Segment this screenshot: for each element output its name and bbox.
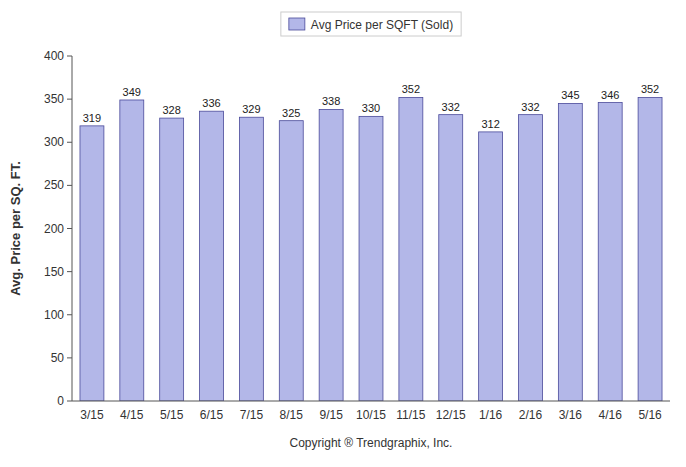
data-label: 330: [362, 102, 380, 114]
y-tick-label: 400: [44, 49, 64, 63]
bar: [279, 121, 303, 401]
x-tick-label: 5/15: [160, 408, 184, 422]
data-label: 332: [521, 101, 539, 113]
x-tick-label: 8/15: [280, 408, 304, 422]
bar: [439, 115, 463, 401]
data-label: 312: [481, 118, 499, 130]
x-tick-label: 1/16: [479, 408, 503, 422]
y-tick: [67, 142, 72, 143]
x-tick-label: 11/15: [396, 408, 425, 422]
x-tick-label: 3/16: [559, 408, 583, 422]
y-tick-label: 350: [44, 92, 64, 106]
data-label: 338: [322, 95, 340, 107]
data-label: 346: [601, 89, 619, 101]
x-tick-label: 3/15: [80, 408, 104, 422]
data-label: 329: [242, 103, 260, 115]
bar: [160, 118, 184, 401]
bar: [638, 97, 662, 401]
x-tick-label: 5/16: [638, 408, 662, 422]
bar: [558, 103, 582, 401]
y-tick-label: 300: [44, 135, 64, 149]
legend: Avg Price per SQFT (Sold): [281, 12, 461, 36]
x-tick-label: 4/15: [120, 408, 144, 422]
y-tick: [67, 401, 72, 402]
bars: [80, 97, 662, 401]
data-label: 336: [202, 97, 220, 109]
x-tick-label: 6/15: [200, 408, 224, 422]
x-tick-label: 10/15: [356, 408, 386, 422]
x-tick-label: 2/16: [519, 408, 543, 422]
y-tick-label: 150: [44, 265, 64, 279]
bar: [319, 109, 343, 401]
data-label: 328: [162, 104, 180, 116]
y-tick-label: 100: [44, 308, 64, 322]
bar: [80, 126, 104, 401]
y-tick: [67, 314, 72, 315]
y-tick: [67, 271, 72, 272]
y-tick: [67, 56, 72, 57]
data-label: 352: [402, 83, 420, 95]
legend-swatch: [289, 18, 305, 30]
chart-svg: 319 349 328 336 329 325 338 330 352 332 312 332 345 3…: [0, 0, 686, 467]
y-tick: [67, 99, 72, 100]
data-label: 332: [442, 101, 460, 113]
data-label: 319: [83, 112, 101, 124]
x-tick-label: 9/15: [319, 408, 343, 422]
bar: [598, 103, 622, 401]
bar: [399, 97, 423, 401]
legend-label: Avg Price per SQFT (Sold): [311, 18, 453, 32]
x-axis-line: [72, 401, 670, 402]
y-tick-label: 50: [51, 351, 65, 365]
y-tick-label: 0: [57, 394, 64, 408]
bar: [239, 117, 263, 401]
x-tick-label: 7/15: [240, 408, 264, 422]
bar: [479, 132, 503, 401]
y-axis-title: Avg. Price per SQ. FT.: [8, 161, 23, 296]
legend-item: Avg Price per SQFT (Sold): [289, 18, 453, 32]
data-labels: 319 349 328 336 329 325 338 330 352 332 312 332 345 3…: [83, 83, 659, 129]
legend-frame: [281, 12, 461, 36]
bar: [519, 115, 543, 401]
data-label: 325: [282, 107, 300, 119]
bar: [120, 100, 144, 401]
y-tick-label: 250: [44, 178, 64, 192]
x-axis-title: Copyright ® Trendgraphix, Inc.: [290, 436, 453, 450]
bar: [200, 111, 224, 401]
background: [0, 0, 686, 467]
y-tick-label: 200: [44, 222, 64, 236]
bar: [359, 116, 383, 401]
y-tick: [67, 185, 72, 186]
x-tick-label: 12/15: [436, 408, 466, 422]
data-label: 352: [641, 83, 659, 95]
data-label: 345: [561, 89, 579, 101]
x-tick-label: 4/16: [599, 408, 623, 422]
y-tick: [67, 357, 72, 358]
chart-container: 319 349 328 336 329 325 338 330 352 332 312 332 345 3…: [0, 0, 686, 467]
data-label: 349: [123, 86, 141, 98]
y-tick: [67, 228, 72, 229]
